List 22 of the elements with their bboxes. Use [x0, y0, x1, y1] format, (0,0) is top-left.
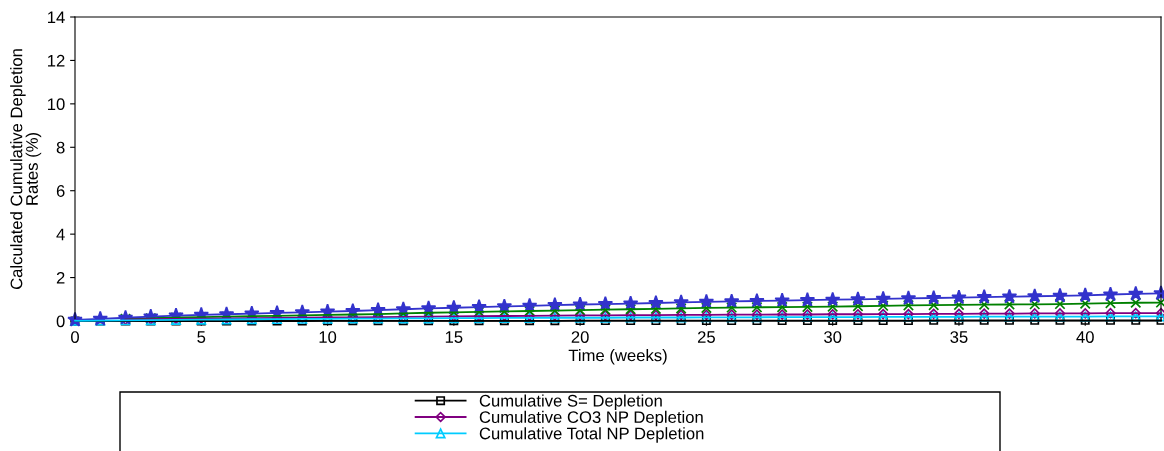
y-tick-label: 6 — [56, 185, 65, 197]
x-tick-label: 35 — [950, 331, 968, 343]
x-tick-label: 5 — [197, 331, 206, 343]
x-tick-label: 15 — [445, 331, 463, 343]
x-tick-label: 30 — [824, 331, 842, 343]
y-tick-label: 2 — [56, 271, 65, 284]
y-tick-label: 12 — [48, 54, 65, 67]
legend-label: Cumulative CO3 NP Depletion — [479, 410, 703, 427]
y-tick-label: 0 — [56, 315, 65, 328]
x-tick-label: 25 — [697, 331, 715, 343]
x-tick-label: 10 — [319, 331, 337, 343]
legend-label: Cumulative S= Depletion — [479, 394, 662, 410]
x-axis-title: Time (weeks) — [568, 349, 667, 365]
y-tick-label: 4 — [56, 228, 65, 241]
y-tick-label: 10 — [48, 98, 65, 111]
y-tick-label: 8 — [56, 141, 65, 154]
x-tick-label: 40 — [1076, 331, 1094, 343]
y-tick-label: 14 — [48, 11, 65, 24]
y-axis-title: Calculated Cumulative Depletion Rates (%) — [10, 49, 42, 290]
x-tick-label: 20 — [571, 331, 589, 343]
x-tick-label: 0 — [71, 331, 79, 343]
legend-label: Cumulative Total NP Depletion — [479, 427, 704, 443]
